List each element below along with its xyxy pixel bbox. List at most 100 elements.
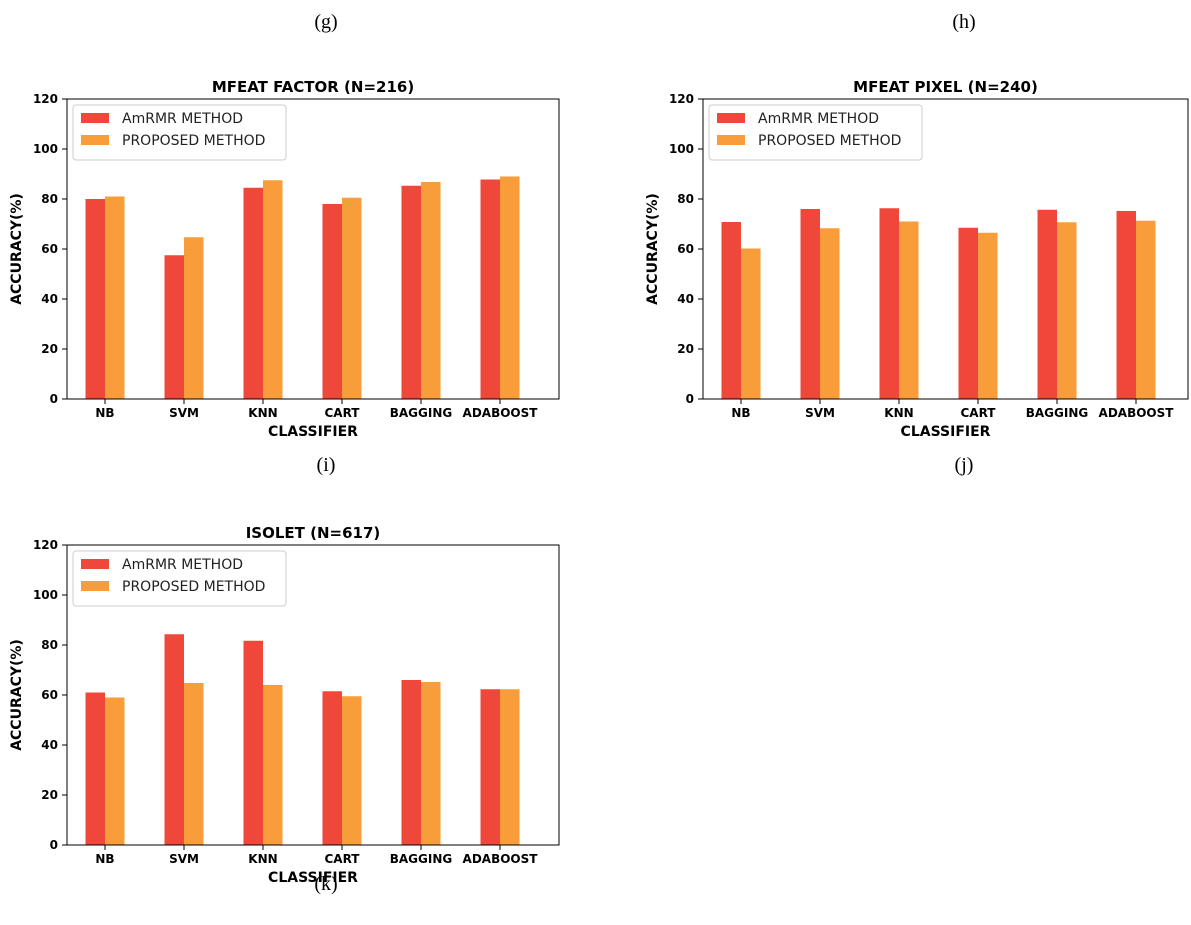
- bar-cart-series2: [342, 696, 362, 845]
- bar-nb-series2: [105, 697, 125, 845]
- charts-layer: 0 20 40 60 80 100 120 NB SVM KNN CART BAGGING ADABOO…: [9, 78, 1189, 895]
- bar-adaboost-series1: [480, 179, 500, 399]
- x-tick-label: BAGGING: [1026, 406, 1089, 420]
- y-tick-label: 100: [669, 142, 694, 156]
- y-axis-label: ACCURACY(%): [9, 193, 25, 305]
- x-tick-label: CART: [325, 406, 361, 420]
- bar-knn-series1: [879, 208, 899, 399]
- x-tick-label: NB: [95, 852, 114, 866]
- y-tick-label: 20: [41, 342, 58, 356]
- legend-swatch-series1: [81, 113, 109, 123]
- y-tick-label: 20: [677, 342, 694, 356]
- bar-svm-series2: [184, 237, 204, 399]
- bar-nb-series1: [85, 199, 105, 399]
- legend-swatch-series1: [717, 113, 745, 123]
- chart-3: 0 20 40 60 80 100 120 NB SVM KNN CART BAGGING ADABOO…: [9, 524, 560, 895]
- y-tick-label: 0: [50, 838, 58, 852]
- legend-swatch-series1: [81, 559, 109, 569]
- bar-svm-series2: [820, 228, 840, 399]
- bar-knn-series1: [243, 187, 263, 399]
- bar-cart-series2: [978, 232, 998, 399]
- bar-svm-series1: [164, 634, 184, 845]
- bar-bagging-series2: [421, 182, 441, 399]
- legend-swatch-series2: [81, 581, 109, 591]
- y-tick-label: 60: [41, 242, 58, 256]
- bar-bagging-series1: [1037, 209, 1057, 399]
- x-tick-label: CART: [325, 852, 361, 866]
- x-tick-label: KNN: [248, 852, 277, 866]
- x-axis-label: CLASSIFIER: [268, 424, 358, 440]
- x-tick-label: KNN: [884, 406, 913, 420]
- y-axis-label: ACCURACY(%): [9, 639, 25, 751]
- legend-swatch-series2: [81, 135, 109, 145]
- chart-title: MFEAT FACTOR (N=216): [212, 78, 414, 96]
- chart-title: MFEAT PIXEL (N=240): [853, 78, 1038, 96]
- y-tick-label: 40: [41, 292, 58, 306]
- legend-label-series2: PROPOSED METHOD: [122, 579, 265, 595]
- y-tick-label: 80: [41, 192, 58, 206]
- bar-cart-series1: [322, 691, 342, 845]
- legend: AmRMR METHOD PROPOSED METHOD: [72, 550, 287, 607]
- bar-svm-series1: [800, 209, 820, 399]
- x-tick-label: BAGGING: [390, 852, 453, 866]
- x-tick-label: CART: [961, 406, 997, 420]
- bar-svm-series1: [164, 255, 184, 399]
- x-tick-label: SVM: [805, 406, 835, 420]
- x-tick-label: ADABOOST: [463, 852, 539, 866]
- legend-box: [708, 104, 923, 161]
- y-tick-label: 100: [33, 588, 58, 602]
- legend-label-series1: AmRMR METHOD: [758, 111, 879, 127]
- legend-swatch-series2: [717, 135, 745, 145]
- bar-bagging-series1: [401, 185, 421, 399]
- bar-cart-series2: [342, 197, 362, 399]
- bar-nb-series1: [85, 692, 105, 845]
- caption-g: (g): [314, 11, 337, 33]
- y-tick-label: 100: [33, 142, 58, 156]
- bar-adaboost-series1: [1116, 211, 1136, 399]
- chart-1: 0 20 40 60 80 100 120 NB SVM KNN CART BAGGING ADABOO…: [9, 78, 560, 476]
- bar-knn-series2: [899, 221, 919, 399]
- bar-bagging-series2: [421, 682, 441, 845]
- legend-label-series1: AmRMR METHOD: [122, 111, 243, 127]
- x-tick-label: BAGGING: [390, 406, 453, 420]
- bar-adaboost-series2: [1136, 220, 1156, 399]
- bar-bagging-series1: [401, 680, 421, 845]
- legend: AmRMR METHOD PROPOSED METHOD: [708, 104, 923, 161]
- legend-box: [72, 104, 287, 161]
- x-tick-label: NB: [95, 406, 114, 420]
- bar-knn-series1: [243, 640, 263, 845]
- bar-adaboost-series2: [500, 176, 520, 399]
- bar-knn-series2: [263, 180, 283, 399]
- bar-nb-series2: [105, 196, 125, 399]
- caption-h: (h): [952, 11, 975, 33]
- x-tick-label: SVM: [169, 852, 199, 866]
- legend-label-series2: PROPOSED METHOD: [758, 133, 901, 149]
- y-tick-label: 120: [669, 92, 694, 106]
- x-axis-label: CLASSIFIER: [268, 870, 358, 886]
- bar-adaboost-series1: [480, 689, 500, 845]
- x-axis-label: CLASSIFIER: [901, 424, 991, 440]
- y-tick-label: 0: [50, 392, 58, 406]
- y-tick-label: 120: [33, 538, 58, 552]
- caption-i: (i): [317, 454, 336, 476]
- legend: AmRMR METHOD PROPOSED METHOD: [72, 104, 287, 161]
- x-tick-label: ADABOOST: [1099, 406, 1175, 420]
- chart-title: ISOLET (N=617): [246, 524, 381, 542]
- y-tick-label: 40: [41, 738, 58, 752]
- y-tick-label: 80: [41, 638, 58, 652]
- caption-k: (k): [314, 873, 337, 895]
- x-tick-label: SVM: [169, 406, 199, 420]
- legend-label-series2: PROPOSED METHOD: [122, 133, 265, 149]
- y-tick-label: 80: [677, 192, 694, 206]
- bar-cart-series1: [322, 204, 342, 399]
- y-tick-label: 40: [677, 292, 694, 306]
- bar-knn-series2: [263, 685, 283, 845]
- bar-bagging-series2: [1057, 222, 1077, 399]
- y-axis-label: ACCURACY(%): [645, 193, 661, 305]
- bar-cart-series1: [958, 227, 978, 399]
- x-tick-label: ADABOOST: [463, 406, 539, 420]
- bar-nb-series1: [721, 222, 741, 399]
- y-tick-label: 0: [686, 392, 694, 406]
- legend-box: [72, 550, 287, 607]
- y-tick-label: 60: [41, 688, 58, 702]
